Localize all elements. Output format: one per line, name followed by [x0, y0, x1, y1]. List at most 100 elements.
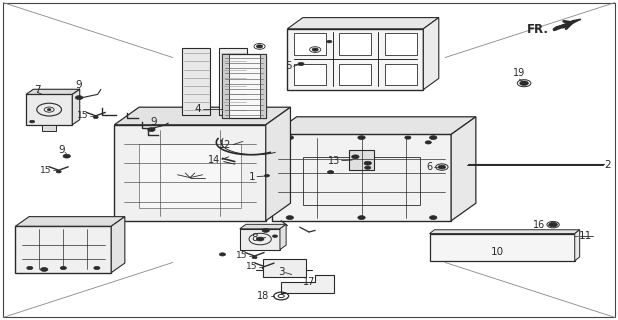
Circle shape: [148, 128, 155, 132]
Circle shape: [61, 266, 66, 269]
Polygon shape: [240, 229, 280, 250]
Circle shape: [352, 155, 359, 159]
Polygon shape: [263, 259, 306, 277]
Polygon shape: [26, 89, 80, 94]
Polygon shape: [430, 234, 575, 261]
Circle shape: [438, 165, 446, 169]
Circle shape: [94, 266, 100, 269]
Polygon shape: [260, 54, 266, 118]
Polygon shape: [575, 230, 580, 261]
Circle shape: [47, 109, 51, 111]
Polygon shape: [182, 48, 210, 115]
Text: 10: 10: [491, 247, 504, 257]
Text: 2: 2: [604, 160, 611, 170]
Circle shape: [265, 174, 269, 177]
Text: 17: 17: [303, 276, 315, 287]
Text: 15: 15: [77, 111, 88, 120]
Circle shape: [298, 62, 304, 66]
Text: FR.: FR.: [527, 23, 549, 36]
Bar: [385, 33, 417, 55]
Polygon shape: [15, 226, 111, 273]
Text: 18: 18: [256, 291, 269, 301]
Text: 13: 13: [328, 156, 340, 166]
Text: 19: 19: [513, 68, 525, 78]
Text: 16: 16: [533, 220, 546, 230]
Circle shape: [262, 267, 267, 269]
Text: 7: 7: [34, 84, 40, 95]
Text: 5: 5: [285, 61, 292, 71]
Circle shape: [327, 40, 332, 43]
Polygon shape: [562, 19, 581, 28]
Circle shape: [328, 171, 334, 174]
Circle shape: [27, 266, 33, 269]
Text: 15: 15: [40, 166, 51, 175]
Circle shape: [256, 237, 264, 241]
Polygon shape: [42, 125, 56, 131]
Circle shape: [256, 45, 263, 48]
Polygon shape: [240, 224, 286, 229]
Circle shape: [273, 235, 277, 237]
Circle shape: [219, 253, 226, 256]
Circle shape: [520, 81, 528, 85]
Circle shape: [286, 136, 294, 140]
Polygon shape: [15, 217, 125, 226]
Circle shape: [365, 166, 371, 169]
Text: 9: 9: [59, 145, 65, 156]
Text: 14: 14: [208, 155, 220, 165]
Polygon shape: [281, 275, 334, 293]
Polygon shape: [72, 89, 80, 125]
Bar: [139, 144, 241, 208]
Polygon shape: [423, 18, 439, 90]
Polygon shape: [280, 224, 286, 250]
Text: 15: 15: [245, 262, 257, 271]
Polygon shape: [272, 117, 476, 134]
Circle shape: [63, 154, 70, 158]
Text: 1: 1: [248, 172, 255, 182]
Circle shape: [430, 136, 437, 140]
Circle shape: [75, 96, 83, 100]
Circle shape: [252, 256, 257, 259]
Circle shape: [286, 216, 294, 220]
Text: 4: 4: [194, 104, 201, 114]
Polygon shape: [114, 107, 290, 125]
Circle shape: [41, 268, 48, 271]
Polygon shape: [287, 29, 423, 90]
Circle shape: [358, 216, 365, 220]
Bar: [339, 33, 371, 55]
Polygon shape: [114, 125, 266, 221]
Polygon shape: [111, 217, 125, 273]
Bar: [294, 33, 326, 55]
Polygon shape: [430, 230, 580, 234]
Bar: [294, 64, 326, 85]
Polygon shape: [219, 48, 247, 115]
Bar: [303, 157, 420, 205]
Polygon shape: [272, 134, 451, 221]
Bar: [339, 64, 371, 85]
Polygon shape: [451, 117, 476, 221]
Circle shape: [364, 161, 371, 165]
Circle shape: [405, 136, 411, 139]
Text: 9: 9: [150, 117, 156, 127]
Text: 9: 9: [76, 80, 82, 91]
Text: 8: 8: [251, 233, 258, 243]
Circle shape: [358, 136, 365, 140]
Polygon shape: [222, 54, 266, 118]
Text: 6: 6: [426, 162, 433, 172]
Text: 15: 15: [235, 252, 247, 260]
Polygon shape: [266, 107, 290, 221]
Bar: [385, 64, 417, 85]
Text: 3: 3: [279, 267, 285, 277]
Circle shape: [430, 216, 437, 220]
Polygon shape: [222, 54, 229, 118]
Text: 11: 11: [578, 231, 591, 241]
Circle shape: [93, 116, 98, 119]
Circle shape: [56, 170, 61, 173]
Polygon shape: [287, 18, 439, 29]
Polygon shape: [26, 94, 72, 125]
Circle shape: [30, 120, 35, 123]
Text: 12: 12: [219, 140, 231, 150]
Circle shape: [312, 48, 318, 51]
Circle shape: [425, 141, 431, 144]
Polygon shape: [349, 150, 374, 170]
Circle shape: [549, 222, 557, 227]
